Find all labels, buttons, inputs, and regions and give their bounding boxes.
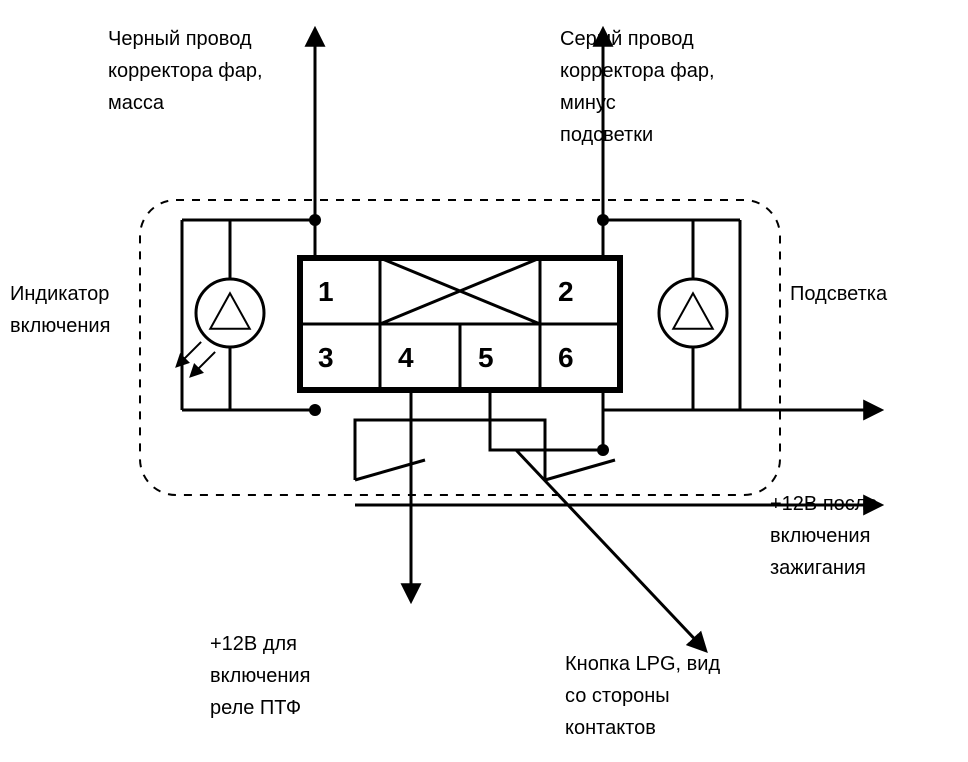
wiring-diagram: 1 2 3 4 5 6 Черный провод корректора фар, масса С… [0, 0, 968, 762]
label-bottom-right-line-0: Кнопка LPG, вид [565, 653, 720, 675]
pin-label-2: 2 [558, 276, 574, 307]
label-bottom-left-line-1: включения [210, 665, 310, 687]
pin-label-4: 4 [398, 342, 414, 373]
pin-label-3: 3 [318, 342, 334, 373]
node-1 [597, 214, 609, 226]
label-bottom-right-line-1: со стороны [565, 685, 670, 707]
label-top-right-line-1: корректора фар, [560, 60, 715, 82]
label-top-right-line-3: подсветки [560, 124, 653, 146]
label-left-line-0: Индикатор [10, 283, 109, 305]
label-bottom-left-line-0: +12В для [210, 633, 297, 655]
label-right-top: Подсветка [790, 283, 888, 305]
backlight-lamp [659, 279, 727, 347]
label-right-mid-line-2: зажигания [770, 557, 866, 579]
label-top-left-line-1: корректора фар, [108, 60, 263, 82]
label-right-mid-line-1: включения [770, 525, 870, 547]
pin-label-1: 1 [318, 276, 334, 307]
label-bottom-left: +12В для включения реле ПТФ [210, 633, 310, 719]
label-right-mid-line-0: +12В после [770, 493, 878, 515]
node-3 [597, 444, 609, 456]
node-2 [309, 404, 321, 416]
indicator-lamp [196, 279, 264, 347]
label-left-line-1: включения [10, 315, 110, 337]
label-right-mid: +12В после включения зажигания [770, 493, 878, 579]
label-right-top-line-0: Подсветка [790, 283, 888, 305]
label-top-left-line-2: масса [108, 92, 165, 114]
label-top-right-line-2: минус [560, 92, 616, 114]
pin-label-5: 5 [478, 342, 494, 373]
label-bottom-left-line-2: реле ПТФ [210, 697, 301, 719]
node-0 [309, 214, 321, 226]
label-bottom-right-line-2: контактов [565, 717, 656, 739]
pin-label-6: 6 [558, 342, 574, 373]
label-top-right-line-0: Серый провод [560, 28, 694, 50]
label-top-left-line-0: Черный провод [108, 28, 252, 50]
